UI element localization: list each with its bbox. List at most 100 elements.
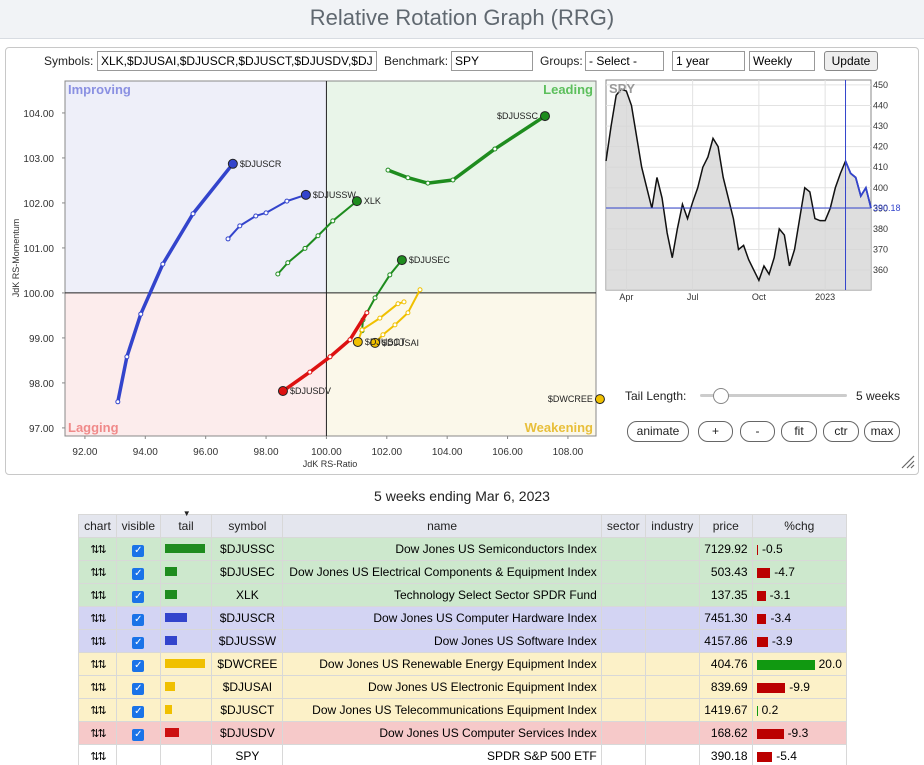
chart-icon[interactable]: ⇅⇅ (90, 544, 104, 556)
price-cell: 168.62 (699, 722, 752, 745)
visible-checkbox[interactable]: ✓ (132, 568, 144, 580)
change-value: -3.1 (770, 588, 791, 602)
quadrant-label: Improving (68, 82, 131, 97)
visible-checkbox[interactable]: ✓ (132, 614, 144, 626)
series-label: $DJUSSC (497, 111, 539, 121)
chart-icon[interactable]: ⇅⇅ (90, 659, 104, 671)
quadrant-label: Leading (543, 82, 593, 97)
chart-icon[interactable]: ⇅⇅ (90, 705, 104, 717)
change-cell: 0.2 (752, 699, 846, 722)
industry-cell (645, 653, 699, 676)
charts: ImprovingLeadingLaggingWeakening92.0094.… (0, 0, 924, 480)
column-header: symbol (212, 515, 283, 538)
spy-title: SPY (609, 81, 635, 96)
y-tick-label: 101.00 (23, 244, 54, 255)
industry-cell (645, 699, 699, 722)
zoom-in-button[interactable]: + (698, 421, 733, 442)
tail-cell (160, 676, 212, 699)
change-cell: -3.4 (752, 607, 846, 630)
chart-icon[interactable]: ⇅⇅ (90, 728, 104, 740)
change-bar (757, 591, 766, 601)
change-bar (757, 660, 815, 670)
sector-cell (601, 584, 645, 607)
change-bar (757, 752, 773, 762)
series-label: $DWCREE (548, 394, 593, 404)
name-cell: Dow Jones US Computer Hardware Index (283, 607, 601, 630)
max-button[interactable]: max (864, 421, 900, 442)
tail-head (301, 190, 310, 199)
animate-button[interactable]: animate (627, 421, 689, 442)
tail-cell (160, 607, 212, 630)
tail-swatch (165, 590, 177, 599)
center-button[interactable]: ctr (823, 421, 859, 442)
y-tick-label: 360 (873, 265, 888, 275)
table-row: ⇅⇅✓$DJUSSWDow Jones US Software Index415… (79, 630, 847, 653)
fit-button[interactable]: fit (781, 421, 817, 442)
change-cell: -9.3 (752, 722, 846, 745)
y-tick-label: 99.00 (29, 334, 54, 345)
x-tick-label: 104.00 (432, 447, 463, 458)
chart-icon-cell: ⇅⇅ (79, 538, 117, 561)
y-tick-label: 97.00 (29, 424, 54, 435)
chart-icon-cell: ⇅⇅ (79, 630, 117, 653)
symbol-table: chartvisible▼tailsymbolnamesectorindustr… (78, 514, 847, 765)
industry-cell (645, 676, 699, 699)
tail-swatch (165, 613, 187, 622)
y-tick-label: 430 (873, 121, 888, 131)
tail-cell (160, 538, 212, 561)
visible-cell: ✓ (116, 722, 160, 745)
visible-checkbox[interactable]: ✓ (132, 660, 144, 672)
x-tick-label: 102.00 (372, 447, 403, 458)
x-tick-label: 2023 (815, 292, 835, 302)
y-tick-label: 410 (873, 162, 888, 172)
tail-head (540, 112, 549, 121)
tail-swatch (165, 659, 205, 668)
price-cell: 137.35 (699, 584, 752, 607)
visible-cell: ✓ (116, 584, 160, 607)
chart-icon-cell: ⇅⇅ (79, 561, 117, 584)
x-tick-label: 108.00 (553, 447, 584, 458)
price-cell: 1419.67 (699, 699, 752, 722)
zoom-out-button[interactable]: - (740, 421, 775, 442)
chart-icon-cell: ⇅⇅ (79, 745, 117, 765)
change-bar (757, 568, 771, 578)
tail-point (286, 261, 290, 265)
chart-icon[interactable]: ⇅⇅ (90, 682, 104, 694)
y-tick-label: 102.00 (23, 199, 54, 210)
chart-icon[interactable]: ⇅⇅ (90, 613, 104, 625)
quadrant-leading (326, 81, 596, 293)
symbol-cell: $DJUSCR (212, 607, 283, 630)
visible-checkbox[interactable]: ✓ (132, 591, 144, 603)
tail-point (276, 272, 280, 276)
symbol-cell: SPY (212, 745, 283, 765)
price-cell: 404.76 (699, 653, 752, 676)
industry-cell (645, 630, 699, 653)
change-value: 20.0 (819, 657, 842, 671)
tail-point (139, 312, 143, 316)
price-cell: 503.43 (699, 561, 752, 584)
visible-cell: ✓ (116, 676, 160, 699)
change-value: -9.9 (789, 680, 810, 694)
visible-checkbox[interactable]: ✓ (132, 683, 144, 695)
visible-cell: ✓ (116, 699, 160, 722)
change-value: -0.5 (762, 542, 783, 556)
tail-cell (160, 653, 212, 676)
sort-indicator[interactable]: ▼ (183, 509, 191, 518)
chart-icon[interactable]: ⇅⇅ (90, 567, 104, 579)
visible-checkbox[interactable]: ✓ (132, 706, 144, 718)
chart-icon[interactable]: ⇅⇅ (90, 636, 104, 648)
column-header: chart (79, 515, 117, 538)
chart-icon[interactable]: ⇅⇅ (90, 590, 104, 602)
visible-checkbox[interactable]: ✓ (132, 729, 144, 741)
quadrant-label: Lagging (68, 420, 119, 435)
x-axis-label: JdK RS-Ratio (303, 459, 358, 469)
y-tick-label: 400 (873, 183, 888, 193)
visible-checkbox[interactable]: ✓ (132, 637, 144, 649)
sector-cell (601, 722, 645, 745)
chart-icon[interactable]: ⇅⇅ (90, 751, 104, 763)
tail-point (426, 181, 430, 185)
y-tick-label: 420 (873, 142, 888, 152)
slider-thumb[interactable] (713, 388, 729, 404)
visible-checkbox[interactable]: ✓ (132, 545, 144, 557)
tail-length-label: Tail Length: (625, 389, 686, 403)
